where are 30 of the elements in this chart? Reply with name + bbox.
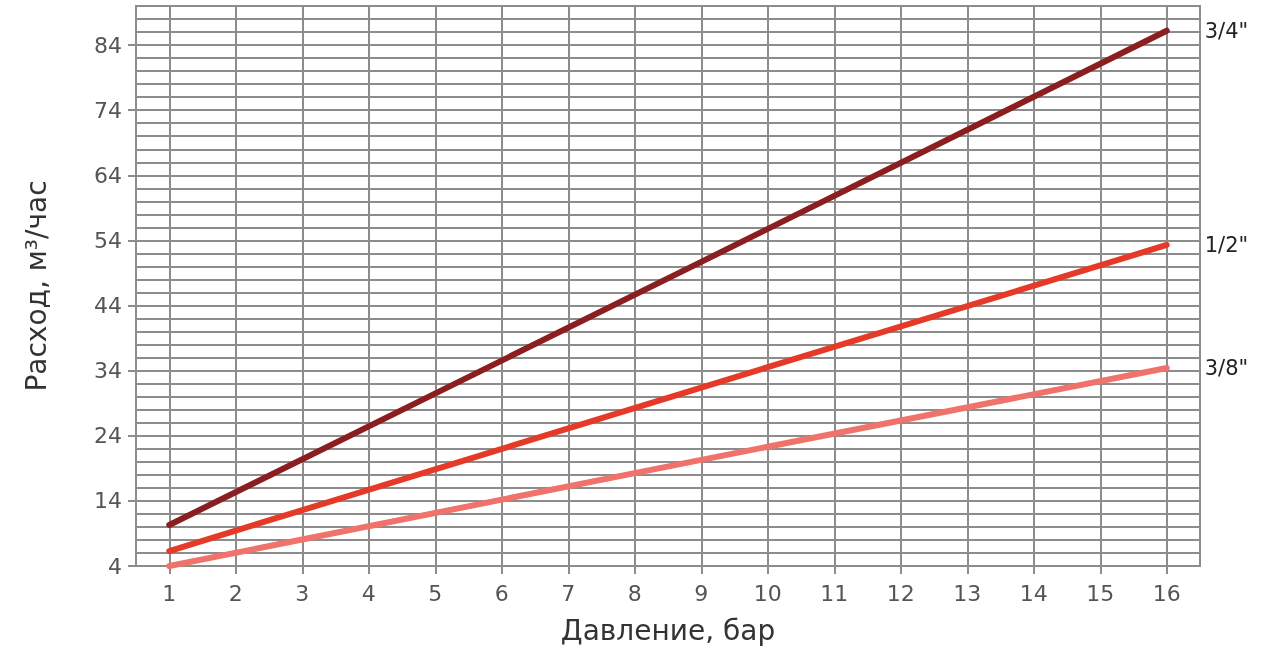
y-tick-label: 14 [94, 488, 122, 514]
x-tick-label: 15 [1086, 580, 1115, 606]
y-tick-label: 24 [94, 423, 122, 449]
x-tick-label: 1 [162, 580, 177, 606]
x-axis-title: Давление, бар [560, 613, 776, 647]
x-tick-label: 6 [494, 580, 509, 606]
x-tick-label: 16 [1152, 580, 1181, 606]
x-tick-label: 9 [694, 580, 709, 606]
y-tick-label: 84 [94, 32, 122, 58]
y-tick-label: 74 [94, 97, 122, 123]
x-tick-label: 10 [753, 580, 782, 606]
x-tick-label: 7 [561, 580, 576, 606]
x-tick-label: 4 [361, 580, 376, 606]
y-tick-label: 54 [94, 227, 122, 253]
series-label: 1/2" [1204, 232, 1249, 257]
y-tick-label: 44 [94, 293, 122, 319]
series-label: 3/8" [1204, 356, 1249, 381]
y-tick-label: 4 [108, 553, 122, 579]
x-tick-label: 8 [627, 580, 642, 606]
x-tick-label: 2 [228, 580, 243, 606]
x-tick-label: 3 [295, 580, 310, 606]
series-label: 3/4" [1204, 18, 1249, 43]
x-tick-label: 14 [1019, 580, 1048, 606]
x-tick-label: 13 [953, 580, 982, 606]
x-tick-label: 12 [886, 580, 915, 606]
x-tick-label: 11 [820, 580, 849, 606]
x-tick-label: 5 [428, 580, 443, 606]
y-tick-label: 34 [94, 358, 122, 384]
y-axis-title: Расход, м³/час [19, 180, 53, 392]
y-tick-label: 64 [94, 162, 122, 188]
